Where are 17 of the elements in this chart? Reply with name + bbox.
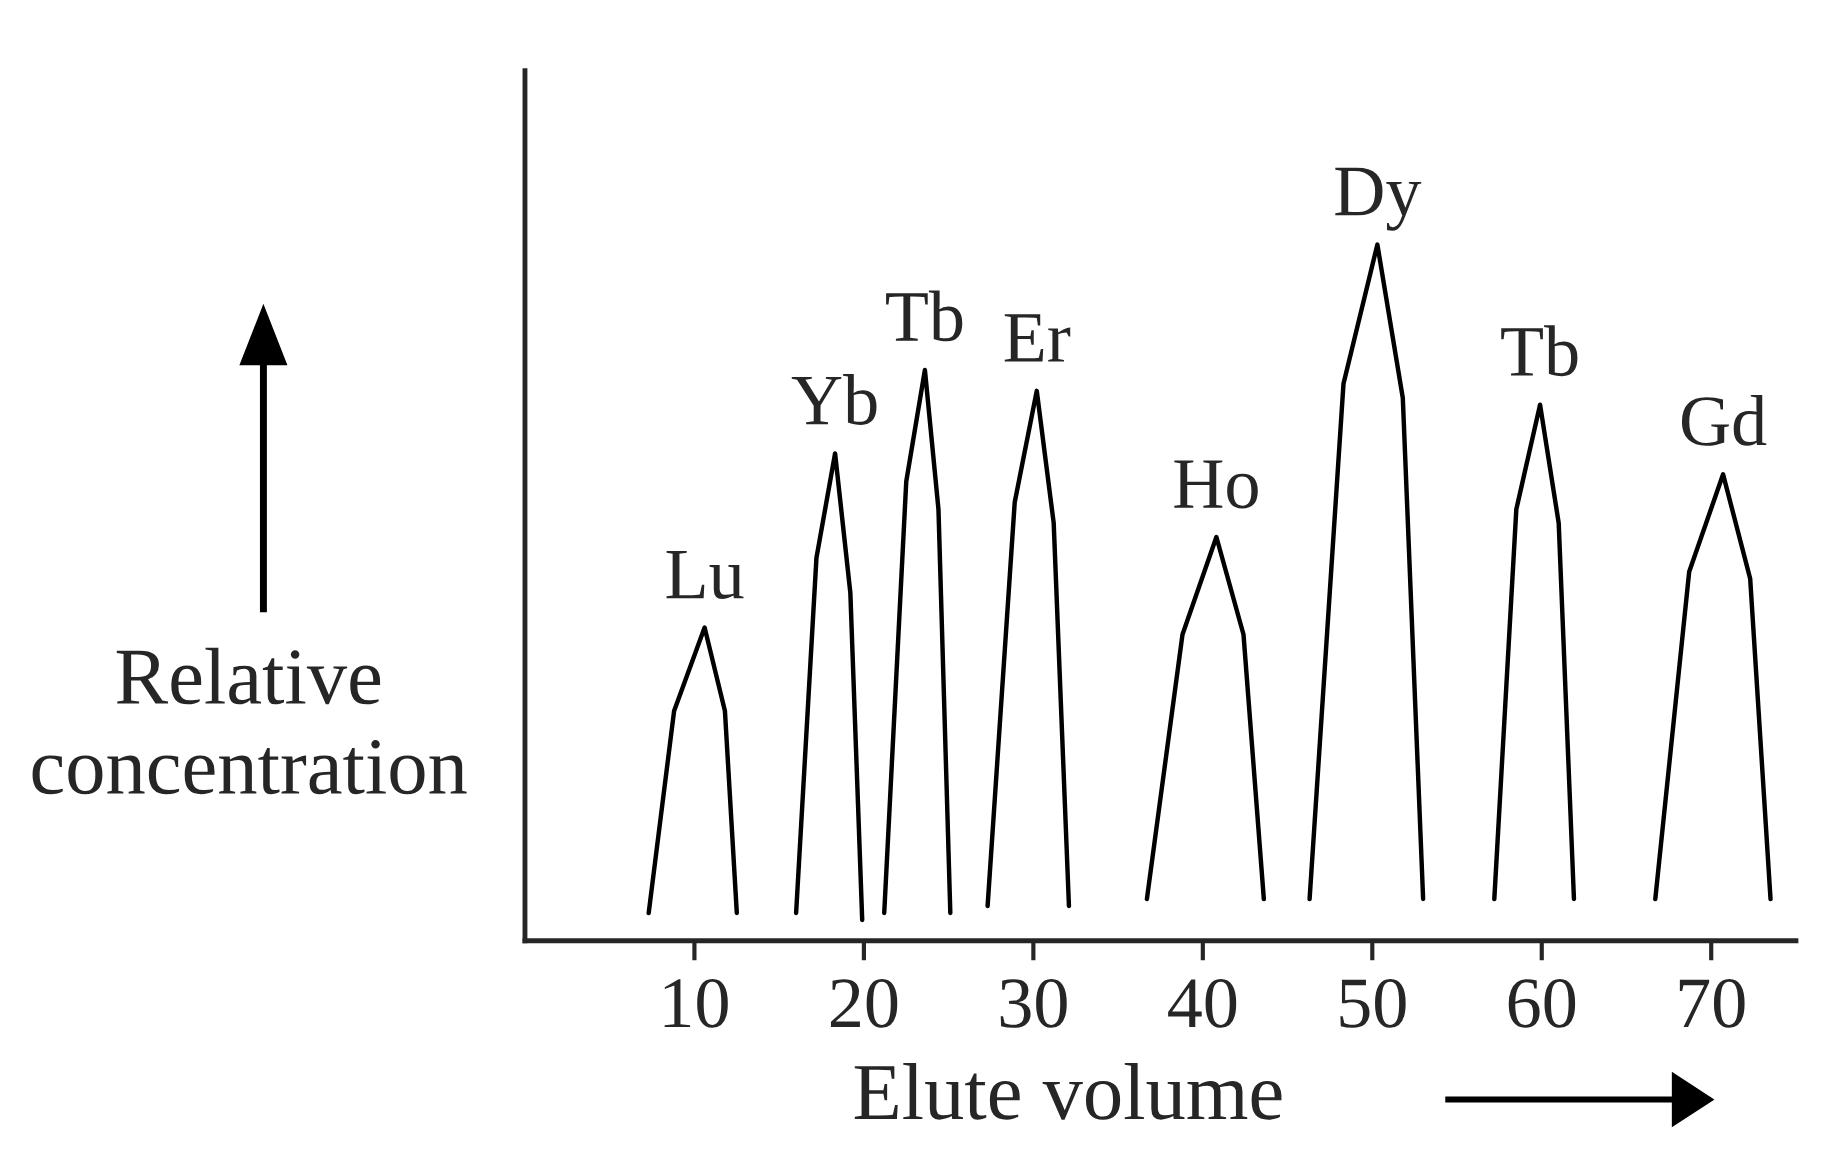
series-label: Gd <box>1681 394 1767 446</box>
series-label: Tb <box>1501 325 1578 377</box>
series-label: Dy <box>1335 167 1422 231</box>
x-tick-label: 70 <box>1679 979 1745 1028</box>
x-axis-title: Elute volume <box>854 1063 1282 1120</box>
x-tick-label: 40 <box>1168 979 1237 1028</box>
x-tick-label: 60 <box>1508 979 1576 1028</box>
y-axis-title: Relative concentration <box>32 647 467 795</box>
series-label: Ho <box>1174 460 1258 509</box>
series-label: Tb <box>886 290 963 342</box>
x-tick-label: 50 <box>1340 979 1406 1028</box>
series-label: Lu <box>666 550 744 599</box>
series-label: Er <box>1004 314 1071 362</box>
series-label: Yb <box>791 374 877 425</box>
x-tick-label: 20 <box>830 979 898 1028</box>
x-tick-label: 30 <box>1000 979 1067 1028</box>
x-tick-label: 10 <box>664 979 728 1028</box>
